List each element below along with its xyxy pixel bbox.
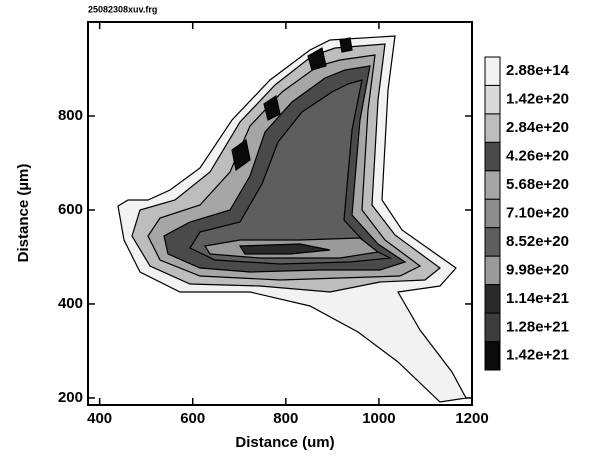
colorbar-label: 9.98e+20 [506,261,569,278]
colorbar-label: 1.42e+21 [506,347,569,364]
contour-region [339,37,353,53]
colorbar-swatch [484,255,501,286]
colorbar-swatch [484,141,501,172]
x-tick-label: 600 [180,410,205,427]
chart-title: 25082308xuv.frg [88,4,157,14]
colorbar-swatch [484,227,501,257]
y-tick-label: 800 [58,107,83,124]
plot-frame [87,21,473,406]
y-tick-label: 200 [58,389,83,406]
colorbar-swatch [484,312,501,343]
contour-region [231,138,251,172]
colorbar-label: 2.88e+14 [506,62,570,79]
y-tick-label: 600 [58,201,83,218]
colorbar-label: 1.28e+21 [506,318,569,335]
y-axis-label: Distance (µm) [15,164,32,263]
colorbar-label: 5.68e+20 [506,176,569,193]
colorbar-swatch [484,198,501,229]
colorbar-label: 2.84e+20 [506,119,569,136]
colorbar-swatch [484,284,501,314]
x-tick-label: 1200 [455,410,488,427]
contour-region [238,243,331,255]
colorbar-label: 1.14e+21 [506,290,569,307]
colorbar-swatch [484,56,501,86]
colorbar-label: 7.10e+20 [506,204,569,221]
colorbar-swatch [484,341,501,371]
x-axis-label: Distance (um) [235,434,334,451]
contour-region [189,79,393,265]
x-tick-label: 400 [87,410,112,427]
colorbar-label: 4.26e+20 [506,148,569,165]
colorbar-label: 8.52e+20 [506,233,569,250]
colorbar-label: 1.42e+20 [506,91,569,108]
colorbar-swatch [484,170,501,200]
colorbar-swatch [484,84,501,115]
contour-region [263,95,281,121]
contour-region [307,47,327,71]
x-tick-label: 800 [273,410,298,427]
y-tick-label: 400 [58,295,83,312]
x-tick-label: 1000 [362,410,395,427]
colorbar-swatch [484,113,501,143]
